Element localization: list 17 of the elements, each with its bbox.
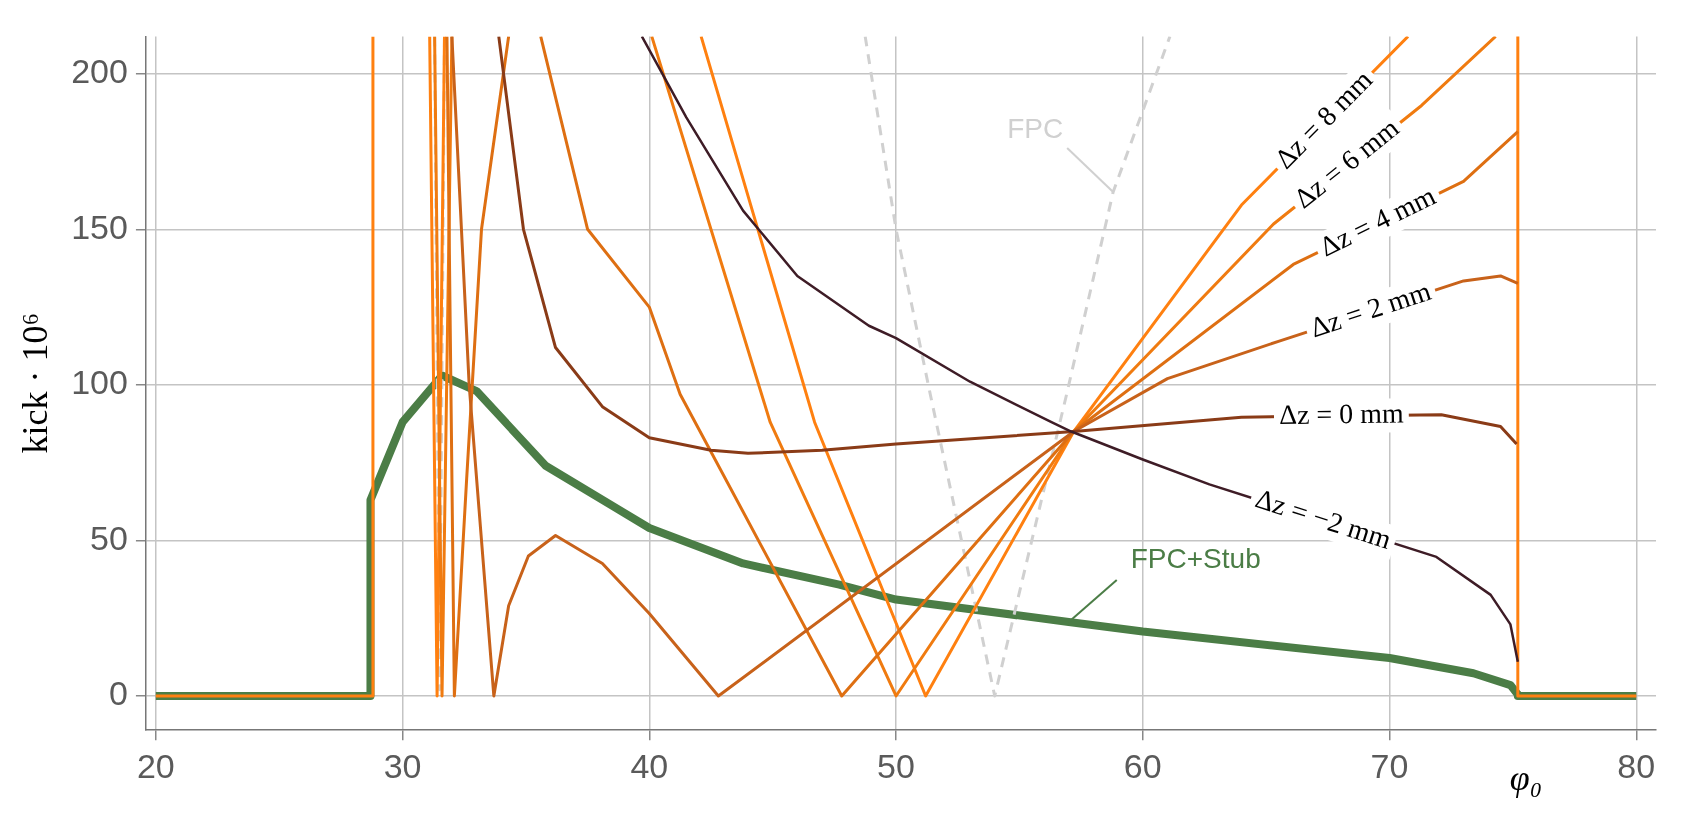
series-label: Δz = 0 mm	[1278, 397, 1405, 431]
y-tick-label: 200	[71, 52, 128, 91]
x-tick-label: 80	[1617, 746, 1656, 785]
x-tick-label: 30	[383, 746, 422, 785]
x-axis-title: φ₀	[1509, 758, 1543, 799]
y-axis-title: kick · 10⁶	[15, 313, 56, 454]
x-tick-label: 40	[630, 746, 669, 785]
series-label: FPC+Stub	[1130, 542, 1261, 574]
y-tick-label: 50	[90, 518, 128, 557]
x-tick-label: 70	[1370, 746, 1409, 785]
y-tick-label: 100	[71, 363, 128, 402]
x-tick-label: 50	[877, 746, 915, 785]
x-tick-label: 60	[1123, 746, 1162, 785]
x-tick-label: 20	[136, 746, 175, 785]
y-tick-label: 0	[109, 674, 128, 713]
text: Δz = 2 mm	[1306, 274, 1435, 344]
y-tick-label: 150	[71, 207, 128, 246]
